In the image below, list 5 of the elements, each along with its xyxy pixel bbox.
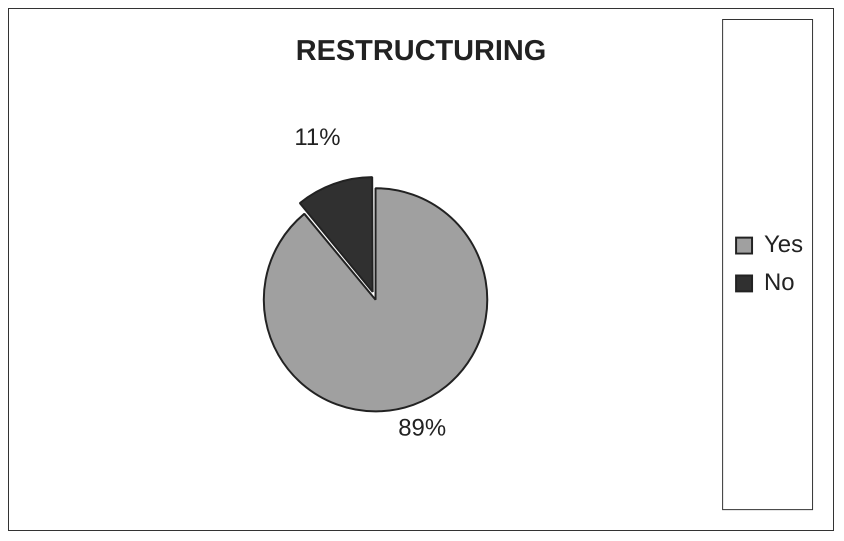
data-label: 11% <box>294 124 340 152</box>
legend-label: Yes <box>764 231 804 258</box>
chart-title: RESTRUCTURING <box>296 35 546 68</box>
data-label: 89% <box>398 414 446 442</box>
legend-label: No <box>764 269 795 296</box>
